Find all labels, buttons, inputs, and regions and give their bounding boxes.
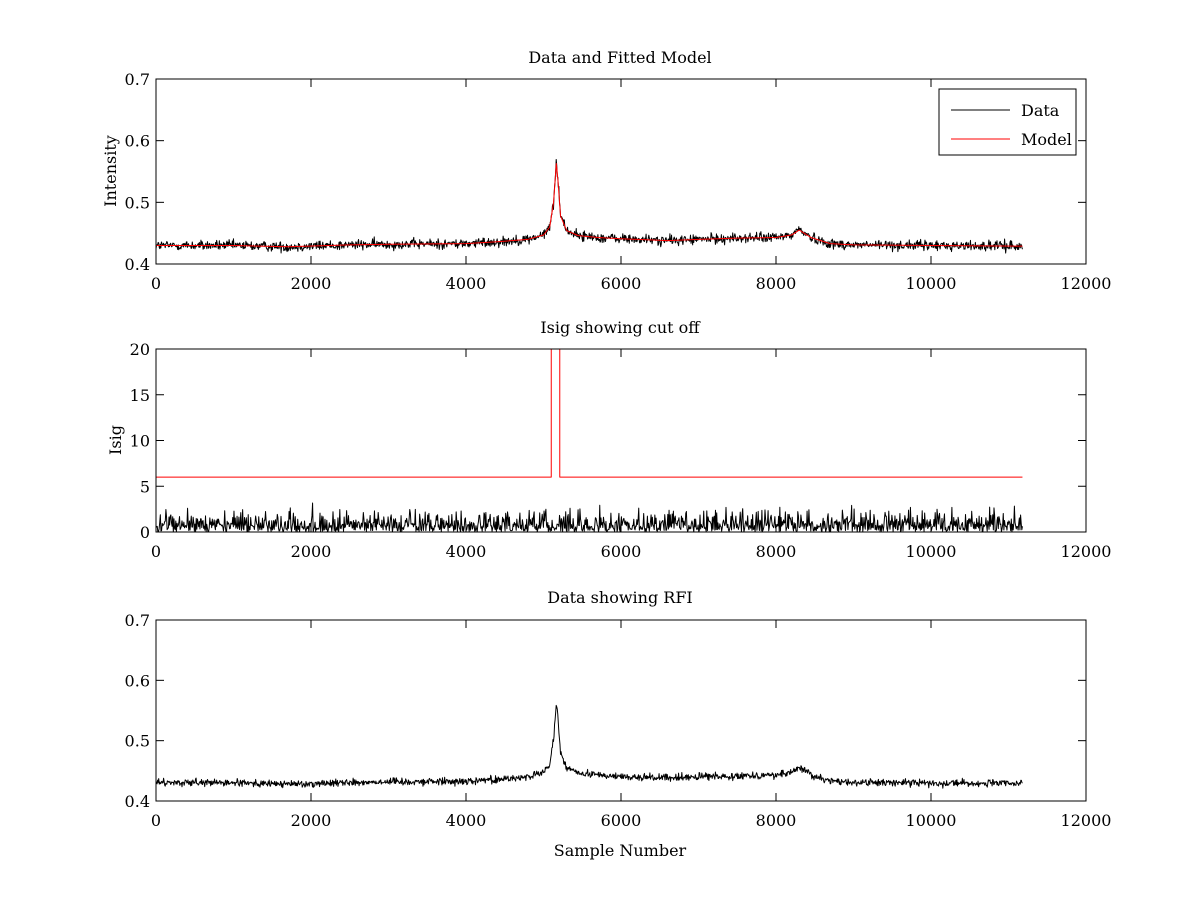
middle-xtick-label: 12000 bbox=[1061, 542, 1112, 561]
middle-ytick-label: 20 bbox=[130, 340, 150, 359]
middle-xtick-label: 0 bbox=[151, 542, 161, 561]
middle-series-0-line bbox=[155, 502, 1023, 533]
legend-model-label: Model bbox=[1021, 130, 1072, 149]
top-xtick-label: 6000 bbox=[601, 274, 642, 293]
top-ytick-label: 0.6 bbox=[125, 132, 150, 151]
middle-xtick-label: 10000 bbox=[906, 542, 957, 561]
top-xtick-label: 0 bbox=[151, 274, 161, 293]
bottom-ytick-label: 0.4 bbox=[125, 792, 150, 811]
bottom-plot-area: 0 2000 4000 6000 8000 10000 12000 0.4 0.5 0.6 0.7 bbox=[125, 611, 1112, 830]
middle-title: Isig showing cut off bbox=[540, 318, 701, 337]
middle-ytick-label: 10 bbox=[130, 432, 150, 451]
bottom-title: Data showing RFI bbox=[547, 588, 692, 607]
top-ytick-label: 0.5 bbox=[125, 193, 150, 212]
top-xtick-label: 12000 bbox=[1061, 274, 1112, 293]
bottom-xtick-label: 10000 bbox=[906, 811, 957, 830]
top-ytick-label: 0.4 bbox=[125, 255, 150, 274]
bottom-xtick-label: 8000 bbox=[756, 811, 797, 830]
bottom-series-0-line bbox=[155, 704, 1023, 789]
legend-data-label: Data bbox=[1021, 101, 1060, 120]
top-xtick-label: 8000 bbox=[756, 274, 797, 293]
panel-middle: Isig showing cut off Isig 0 2000 4000 6000 8… bbox=[106, 318, 1111, 561]
middle-ylabel: Isig bbox=[106, 425, 125, 455]
legend-box bbox=[938, 88, 1077, 156]
top-data-line bbox=[155, 158, 1023, 254]
middle-ytick-label: 5 bbox=[140, 477, 150, 496]
bottom-ytick-label: 0.5 bbox=[125, 732, 150, 751]
top-model-line bbox=[156, 162, 1023, 248]
middle-plot-area: 0 2000 4000 6000 8000 10000 12000 0 5 10 15 20 bbox=[130, 340, 1112, 561]
top-xtick-label: 10000 bbox=[906, 274, 957, 293]
middle-xtick-label: 6000 bbox=[601, 542, 642, 561]
bottom-xtick-label: 4000 bbox=[446, 811, 487, 830]
top-ylabel: Intensity bbox=[101, 135, 120, 207]
bottom-ytick-label: 0.6 bbox=[125, 671, 150, 690]
panel-bottom: Data showing RFI Sample Number 0 2000 4000… bbox=[125, 588, 1112, 860]
top-xtick-label: 2000 bbox=[291, 274, 332, 293]
bottom-xtick-label: 2000 bbox=[291, 811, 332, 830]
bottom-xtick-label: 12000 bbox=[1061, 811, 1112, 830]
middle-ytick-label: 15 bbox=[130, 386, 150, 405]
top-title: Data and Fitted Model bbox=[528, 48, 711, 67]
middle-xtick-label: 4000 bbox=[446, 542, 487, 561]
middle-ytick-label: 0 bbox=[140, 523, 150, 542]
top-ytick-label: 0.7 bbox=[125, 70, 150, 89]
bottom-xtick-label: 6000 bbox=[601, 811, 642, 830]
middle-xtick-label: 2000 bbox=[291, 542, 332, 561]
middle-xtick-label: 8000 bbox=[756, 542, 797, 561]
bottom-xlabel: Sample Number bbox=[554, 841, 687, 860]
top-plot-area: 0 2000 4000 6000 8000 10000 12000 0.4 0.5 0.6 0.7 bbox=[125, 70, 1112, 293]
bottom-xtick-label: 0 bbox=[151, 811, 161, 830]
panel-top: Data and Fitted Model Intensity 0 2000 400… bbox=[101, 48, 1111, 293]
top-legend: Data Model bbox=[938, 88, 1077, 156]
top-xtick-label: 4000 bbox=[446, 274, 487, 293]
bottom-ytick-label: 0.7 bbox=[125, 611, 150, 630]
